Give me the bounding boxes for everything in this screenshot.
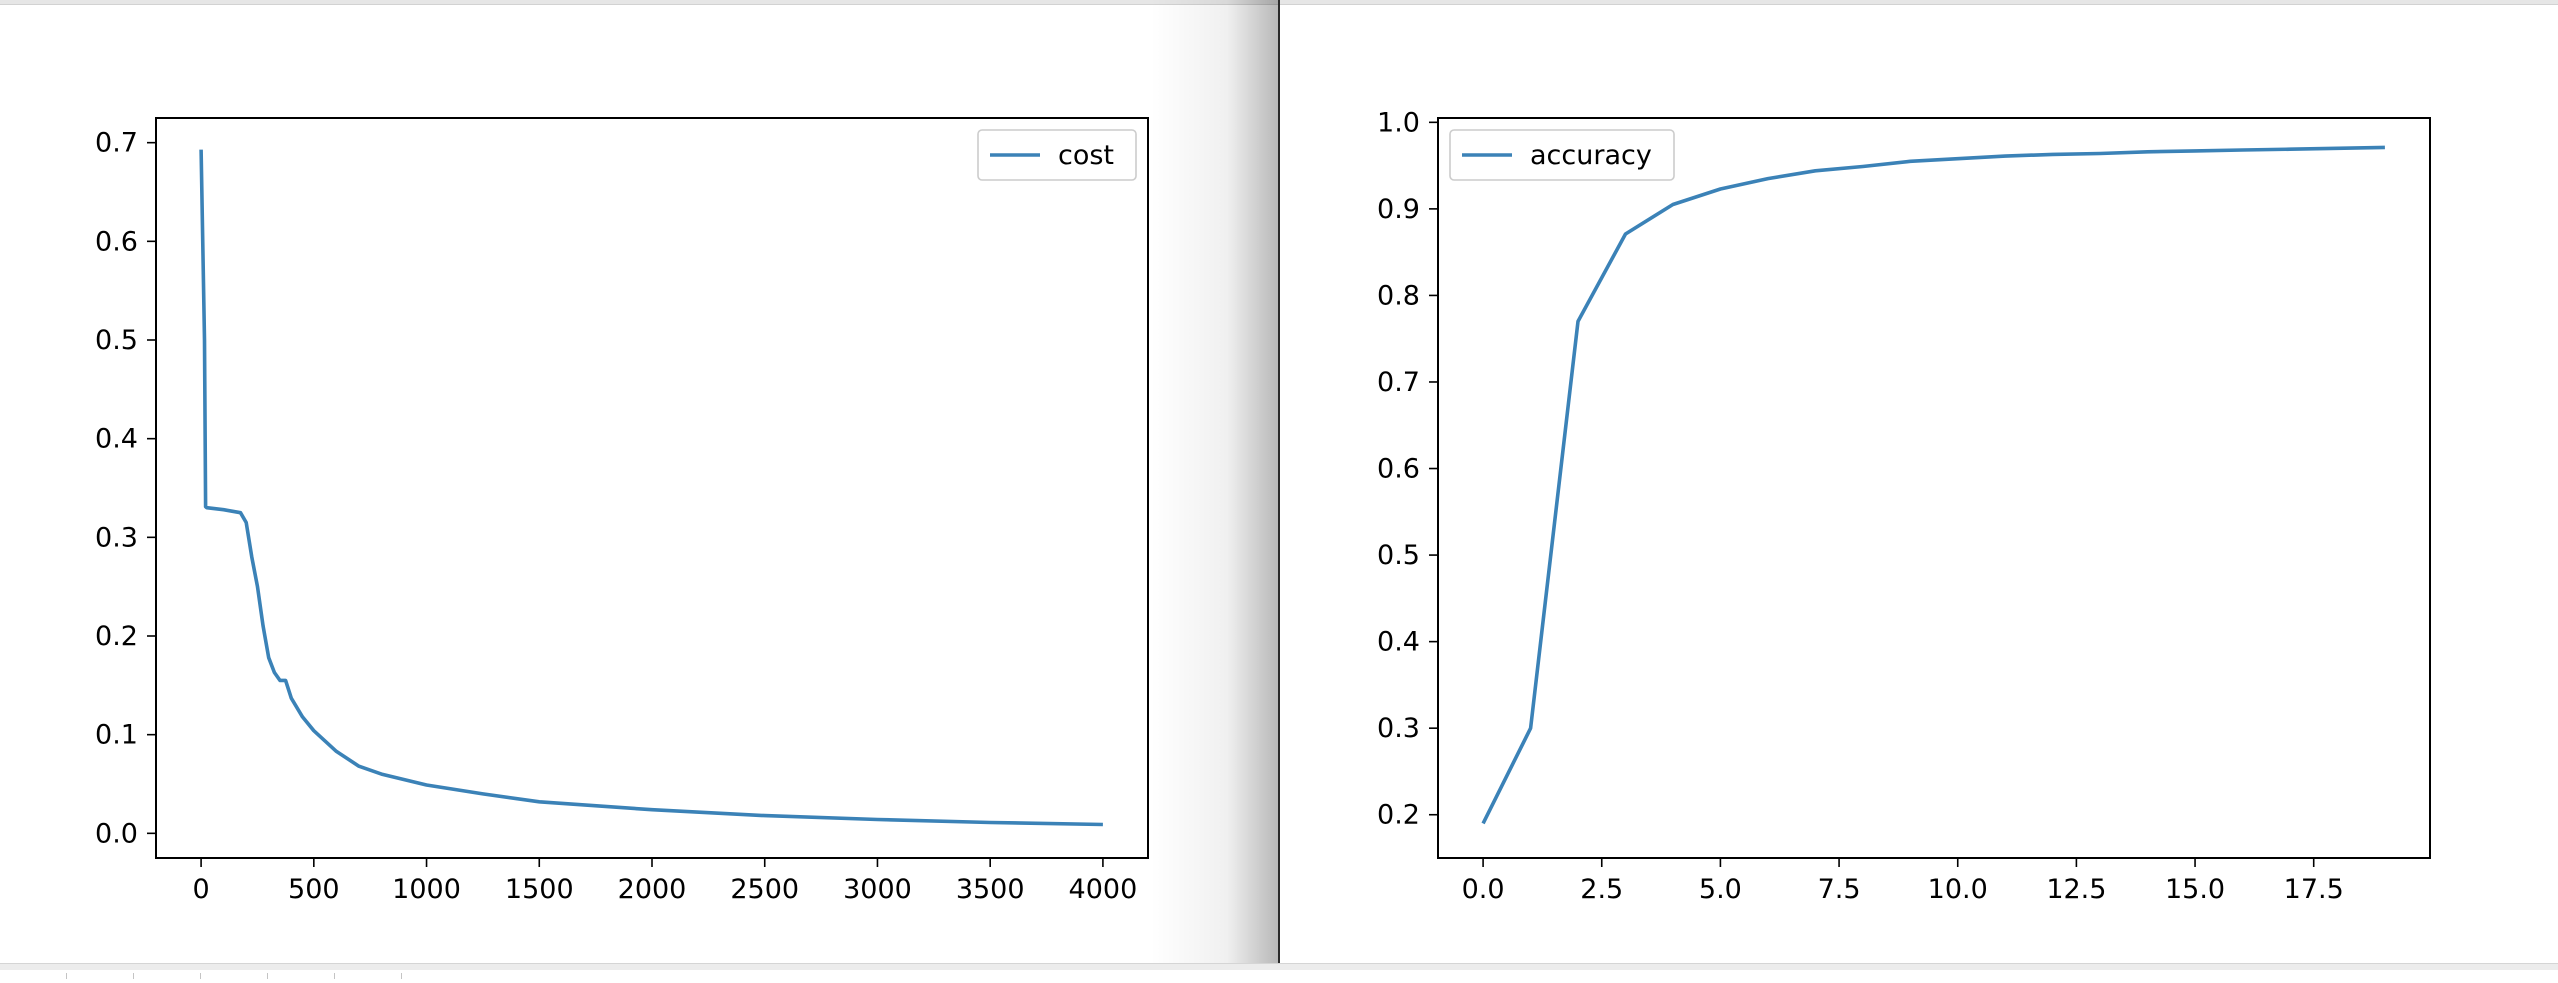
y-tick-label: 0.2 [95,621,138,652]
y-tick-label: 0.7 [95,128,138,159]
x-tick-label: 5.0 [1699,874,1742,905]
legend-box [977,129,1137,181]
series-line-accuracy [1481,145,2385,825]
x-tick-label: 2500 [730,874,799,905]
x-tick-label: 3000 [843,874,912,905]
x-tick-label: 0.0 [1462,874,1505,905]
y-tick-label: 0.2 [1377,800,1420,831]
cost-plot-svg: 0 500 1000 1500 2000 2500 3000 3500 4000 0.0 0.1 0.… [95,117,1149,905]
toolbar-segment [335,973,402,979]
y-tick-label: 0.4 [95,424,138,455]
toolbar-segment [67,973,134,979]
legend-box [1449,129,1675,181]
toolbar-segment [268,973,335,979]
toolbar-segment [134,973,201,979]
legend-label: accuracy [1530,140,1652,171]
window-top-edge [1280,0,2558,5]
y-tick-label: 0.5 [95,325,138,356]
x-tick-label: 10.0 [1928,874,1988,905]
y-tick-label: 0.0 [95,818,138,849]
axes-frame [155,117,1149,859]
x-tick-label: 500 [288,874,340,905]
axes-frame [1437,117,2431,859]
x-tick-label: 1000 [392,874,461,905]
y-tick-label: 0.6 [95,226,138,257]
figure-window-accuracy: 0.0 2.5 5.0 7.5 10.0 12.5 15.0 17.5 0.2 0.3 0.4 0.5… [1278,0,2558,970]
x-tick-label: 15.0 [2165,874,2225,905]
x-tick-label: 2000 [618,874,687,905]
x-tick-label: 0 [192,874,209,905]
y-tick-label: 1.0 [1377,107,1420,138]
y-tick-label: 0.1 [95,720,138,751]
x-tick-label: 2.5 [1580,874,1623,905]
figure-window-cost: 0 500 1000 1500 2000 2500 3000 3500 4000 0.0 0.1 0.… [0,0,1278,970]
legend-label: cost [1058,140,1114,171]
y-tick-label: 0.9 [1377,194,1420,225]
y-tick-label: 0.3 [95,522,138,553]
y-tick-label: 0.3 [1377,713,1420,744]
bottom-toolbar-strip [0,963,2558,979]
series-line-cost [199,149,1103,827]
window-top-edge [0,0,1278,5]
y-tick-label: 0.4 [1377,627,1420,658]
x-tick-label: 3500 [956,874,1025,905]
x-tick-label: 7.5 [1818,874,1861,905]
x-tick-label: 12.5 [2046,874,2106,905]
y-tick-label: 0.7 [1377,367,1420,398]
x-tick-label: 1500 [505,874,574,905]
accuracy-plot-svg: 0.0 2.5 5.0 7.5 10.0 12.5 15.0 17.5 0.2 0.3 0.4 0.5… [1377,107,2431,905]
y-tick-label: 0.5 [1377,540,1420,571]
toolbar-segment [201,973,268,979]
x-tick-label: 17.5 [2284,874,2344,905]
y-tick-label: 0.8 [1377,280,1420,311]
toolbar-segment [0,973,67,979]
y-tick-label: 0.6 [1377,454,1420,485]
x-tick-label: 4000 [1069,874,1138,905]
